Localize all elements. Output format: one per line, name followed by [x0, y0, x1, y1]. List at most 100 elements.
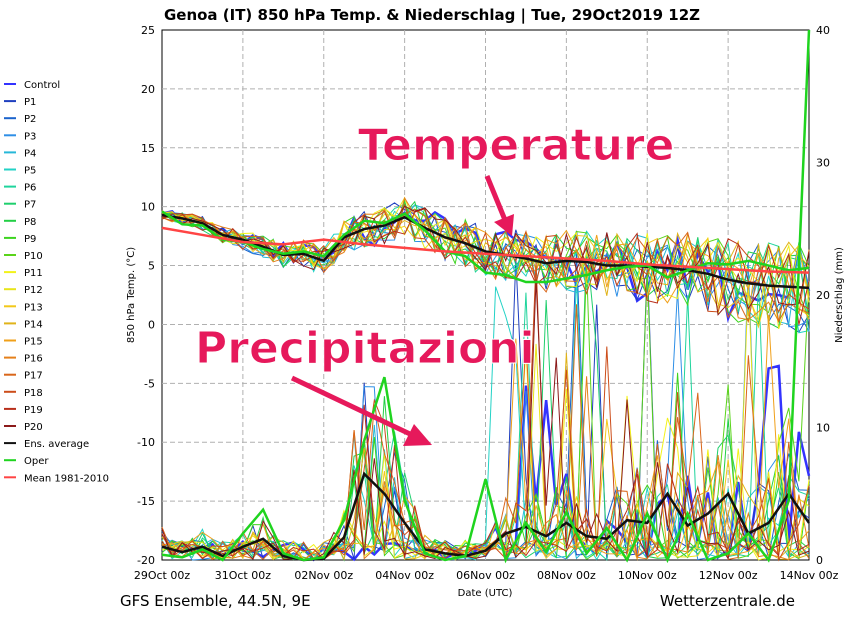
legend-item: P5 — [4, 166, 36, 177]
legend: Control P1 P2 P3 P4 P5 P6 P7 P8 P9 P10 P11 P12 P13 P14… — [4, 80, 109, 484]
y-axis-ticks: 25 20 15 10 5 0 -5 -10 -15 -20 — [137, 24, 155, 567]
chart-title: Genoa (IT) 850 hPa Temp. & Niederschlag … — [164, 6, 700, 25]
temperature-annotation-text: Temperature — [358, 120, 675, 171]
y2-tick-label: 0 — [816, 554, 823, 567]
precipitation-arrow — [290, 375, 412, 437]
x-tick-label: 31Oct 00z — [215, 569, 272, 582]
precip-line-p17 — [161, 304, 810, 561]
y-tick-label: 0 — [148, 318, 155, 331]
legend-item: P14 — [4, 319, 43, 330]
legend-label: P1 — [24, 97, 36, 108]
legend-label: P5 — [24, 166, 36, 177]
legend-item: P8 — [4, 217, 36, 228]
y2-axis-ticks: 40 30 20 10 0 — [816, 24, 830, 567]
legend-label: P2 — [24, 114, 36, 125]
precip-line-oper — [161, 29, 811, 564]
legend-item: P12 — [4, 285, 43, 296]
highlight-lines — [161, 29, 811, 564]
temp-line-oper — [161, 210, 810, 284]
y-tick-label: 20 — [141, 83, 155, 96]
legend-label: P19 — [24, 405, 43, 416]
legend-label: P8 — [24, 217, 36, 228]
temp-line-p14 — [161, 207, 810, 325]
legend-item: P7 — [4, 200, 36, 211]
legend-label: P7 — [24, 200, 36, 211]
legend-item: P6 — [4, 183, 36, 194]
legend-label: P18 — [24, 388, 43, 399]
y2-axis-label: Niederschlag (mm) — [834, 247, 845, 343]
temperature-arrow — [484, 175, 508, 221]
legend-label: P4 — [24, 148, 36, 159]
legend-item: P19 — [4, 405, 43, 416]
x-tick-label: 08Nov 00z — [537, 569, 596, 582]
footer-source: Wetterzentrale.de — [660, 592, 795, 610]
x-tick-label: 06Nov 00z — [456, 569, 515, 582]
x-tick-label: 10Nov 00z — [618, 569, 677, 582]
legend-label: Ens. average — [24, 439, 89, 450]
y2-tick-label: 30 — [816, 157, 830, 170]
legend-item: P4 — [4, 148, 36, 159]
legend-item: P10 — [4, 251, 43, 262]
temperature-arrowhead — [494, 214, 514, 236]
plot-area — [161, 29, 811, 564]
legend-item: P2 — [4, 114, 36, 125]
y-tick-label: 15 — [141, 142, 155, 155]
legend-label: Oper — [24, 456, 49, 467]
legend-item: P15 — [4, 337, 43, 348]
legend-item: Mean 1981-2010 — [4, 473, 109, 484]
x-tick-label: 14Nov 00z — [780, 569, 839, 582]
temperature-annotation: Temperature — [358, 120, 675, 236]
legend-item: Ens. average — [4, 439, 89, 450]
legend-item: Control — [4, 80, 60, 91]
y2-tick-label: 20 — [816, 289, 830, 302]
y2-tick-label: 40 — [816, 24, 830, 37]
y-tick-label: -15 — [137, 495, 155, 508]
legend-label: P13 — [24, 302, 43, 313]
x-axis-ticks: 29Oct 00z 31Oct 00z 02Nov 00z 04Nov 00z 06No… — [134, 569, 839, 582]
y-tick-label: -20 — [137, 554, 155, 567]
legend-label: Mean 1981-2010 — [24, 473, 109, 484]
legend-item: P13 — [4, 302, 43, 313]
precipitation-annotation-text: Precipitazioni — [195, 323, 535, 374]
footer-model-info: GFS Ensemble, 44.5N, 9E — [120, 592, 311, 610]
legend-label: P3 — [24, 131, 36, 142]
legend-label: P6 — [24, 183, 36, 194]
legend-item: P9 — [4, 234, 36, 245]
x-tick-label: 04Nov 00z — [375, 569, 434, 582]
y-tick-label: -5 — [144, 377, 155, 390]
legend-item: P11 — [4, 268, 43, 279]
x-axis-label: Date (UTC) — [458, 588, 513, 599]
x-tick-label: 12Nov 00z — [699, 569, 758, 582]
legend-item: P3 — [4, 131, 36, 142]
legend-label: P11 — [24, 268, 43, 279]
legend-label: P10 — [24, 251, 43, 262]
temp-line-p19 — [161, 208, 810, 325]
legend-item: P20 — [4, 422, 43, 433]
legend-label: P16 — [24, 354, 43, 365]
y-tick-label: 10 — [141, 201, 155, 214]
temp-line-p18 — [161, 203, 810, 313]
x-tick-label: 02Nov 00z — [294, 569, 353, 582]
legend-label: Control — [24, 80, 60, 91]
y-tick-label: 5 — [148, 260, 155, 273]
legend-item: P16 — [4, 354, 43, 365]
legend-item: P18 — [4, 388, 43, 399]
y-tick-label: -10 — [137, 436, 155, 449]
legend-label: P15 — [24, 337, 43, 348]
temp-line-mean-1981-2010 — [161, 226, 810, 274]
legend-item: P17 — [4, 371, 43, 382]
y2-tick-label: 10 — [816, 422, 830, 435]
legend-item: P1 — [4, 97, 36, 108]
y-tick-label: 25 — [141, 24, 155, 37]
x-tick-label: 29Oct 00z — [134, 569, 191, 582]
legend-label: P9 — [24, 234, 36, 245]
precip-line-ens-average — [161, 471, 811, 562]
legend-label: P12 — [24, 285, 43, 296]
precipitation-arrowhead — [403, 424, 432, 446]
y-axis-label: 850 hPa Temp. (°C) — [126, 247, 137, 343]
legend-label: P17 — [24, 371, 43, 382]
legend-item: Oper — [4, 456, 49, 467]
legend-label: P20 — [24, 422, 43, 433]
legend-label: P14 — [24, 319, 43, 330]
